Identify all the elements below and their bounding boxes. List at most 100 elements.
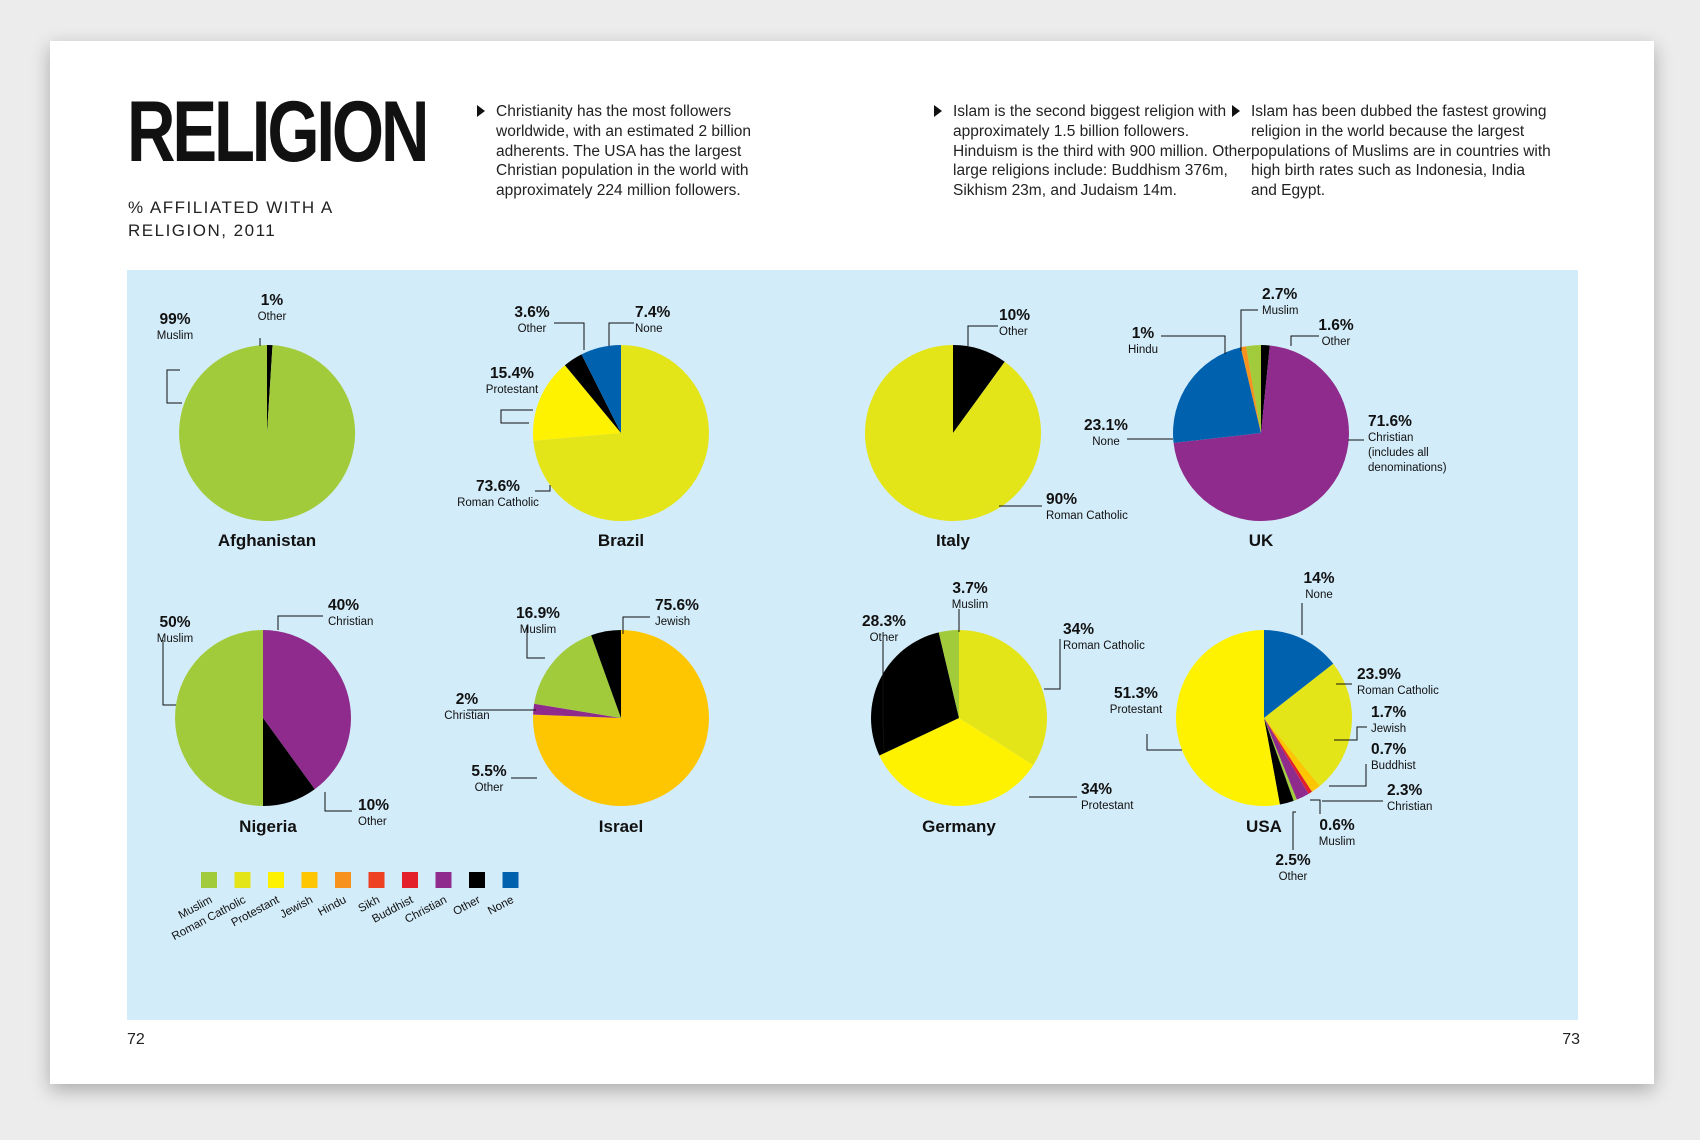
value-label-usa-roman-catholic: 23.9% xyxy=(1357,666,1401,683)
value-label-nigeria-other: 10% xyxy=(358,797,389,814)
pie-title-italy: Italy xyxy=(936,531,971,550)
slice-uk-none xyxy=(1172,347,1261,443)
leader-usa-other xyxy=(1292,811,1296,850)
slice-brazil-roman-catholic xyxy=(533,345,709,521)
category-label-uk-christian: Christian (includes all denominations) xyxy=(1368,432,1447,474)
leader-usa-muslim xyxy=(1310,799,1321,814)
leader-usa-buddhist xyxy=(1329,764,1367,787)
legend-swatch-jewish xyxy=(301,872,318,888)
pie-title-nigeria: Nigeria xyxy=(239,817,297,836)
slice-italy-roman-catholic xyxy=(865,345,1042,521)
category-label-germany-roman-catholic: Roman Catholic xyxy=(1063,640,1145,652)
fact-note-growth: Islam has been dubbed the fastest growin… xyxy=(1232,102,1551,201)
category-label-usa-jewish: Jewish xyxy=(1371,723,1406,735)
legend-swatch-none xyxy=(502,872,519,888)
slice-nigeria-muslim xyxy=(175,630,263,806)
pie-usa: USA 14% None 23.9% Roman Catholic 1.7% Jewish 0… xyxy=(1110,570,1439,883)
legend-swatch-buddhist xyxy=(402,872,418,888)
pie-title-israel: Israel xyxy=(599,817,643,836)
slice-nigeria-other xyxy=(263,718,315,806)
slice-brazil-other xyxy=(564,354,621,433)
value-label-brazil-roman-catholic: 73.6% xyxy=(476,478,520,495)
category-label-italy-roman-catholic: Roman Catholic xyxy=(1046,510,1128,522)
slice-afghanistan-other xyxy=(267,344,273,433)
leader-brazil-other xyxy=(554,322,585,350)
chart-panel: Afghanistan 1% Other 99% Muslim Brazil 73.6% Ro… xyxy=(127,270,1578,1020)
category-label-afghanistan-other: Other xyxy=(258,311,287,323)
pie-afghanistan: Afghanistan 1% Other 99% Muslim xyxy=(157,292,356,550)
slice-usa-roman-catholic xyxy=(1264,663,1353,787)
leader-uk-other xyxy=(1290,335,1319,346)
category-label-brazil-roman-catholic: Roman Catholic xyxy=(457,497,539,509)
legend-swatch-sikh xyxy=(368,872,385,888)
slice-uk-hindu xyxy=(1240,346,1261,433)
legend-swatch-protestant xyxy=(268,872,284,888)
pie-brazil: Brazil 73.6% Roman Catholic 15.4% Protestant… xyxy=(457,304,709,550)
value-label-israel-jewish: 75.6% xyxy=(655,597,699,614)
slice-israel-christian xyxy=(533,703,621,718)
category-label-israel-christian: Christian xyxy=(444,710,489,722)
slice-israel-muslim xyxy=(534,635,621,718)
value-label-brazil-other: 3.6% xyxy=(514,304,550,321)
leader-israel-muslim xyxy=(526,625,545,659)
slice-usa-muslim xyxy=(1264,718,1297,801)
slice-usa-protestant xyxy=(1176,630,1280,806)
leader-usa-protestant xyxy=(1146,734,1182,751)
slice-germany-roman-catholic xyxy=(959,630,1047,766)
value-label-uk-muslim: 2.7% xyxy=(1262,286,1298,303)
category-label-israel-jewish: Jewish xyxy=(655,616,690,628)
value-label-uk-none: 23.1% xyxy=(1084,417,1128,434)
category-label-brazil-other: Other xyxy=(518,323,547,335)
category-label-usa-buddhist: Buddhist xyxy=(1371,760,1417,772)
category-label-brazil-protestant: Protestant xyxy=(486,384,539,396)
leader-brazil-protestant xyxy=(500,409,533,424)
slice-italy-other xyxy=(953,345,1005,433)
category-label-nigeria-muslim: Muslim xyxy=(157,633,193,645)
value-label-brazil-none: 7.4% xyxy=(635,304,671,321)
value-label-nigeria-christian: 40% xyxy=(328,597,359,614)
value-label-uk-christian: 71.6% xyxy=(1368,413,1412,430)
leader-brazil-roman-catholic xyxy=(535,485,551,492)
category-label-uk-none: None xyxy=(1092,436,1120,448)
pie-title-brazil: Brazil xyxy=(598,531,644,550)
pie-nigeria: Nigeria 40% Christian 10% Other 50% Muslim xyxy=(157,597,389,836)
pie-charts: Afghanistan 1% Other 99% Muslim Brazil 73.6% Ro… xyxy=(157,286,1447,943)
fact-note-christianity: Christianity has the most followers worl… xyxy=(477,102,796,201)
slice-germany-muslim xyxy=(938,630,959,718)
value-label-usa-buddhist: 0.7% xyxy=(1371,741,1407,758)
category-label-usa-none: None xyxy=(1305,589,1333,601)
legend-label-other: Other xyxy=(451,894,482,918)
value-label-usa-jewish: 1.7% xyxy=(1371,704,1407,721)
magazine-spread: RELIGION % AFFILIATED WITH A RELIGION, 2… xyxy=(50,41,1654,1084)
value-label-usa-muslim: 0.6% xyxy=(1319,817,1355,834)
value-label-israel-christian: 2% xyxy=(456,691,479,708)
leader-nigeria-muslim xyxy=(162,640,176,706)
value-label-germany-roman-catholic: 34% xyxy=(1063,621,1094,638)
value-label-israel-muslim: 16.9% xyxy=(516,605,560,622)
leader-germany-roman-catholic xyxy=(1044,639,1061,690)
legend-swatch-muslim xyxy=(201,872,217,888)
value-label-germany-muslim: 3.7% xyxy=(952,580,988,597)
slice-usa-buddhist xyxy=(1264,718,1312,794)
category-label-afghanistan-muslim: Muslim xyxy=(157,330,193,342)
value-label-uk-other: 1.6% xyxy=(1318,317,1354,334)
slice-israel-other xyxy=(591,630,621,718)
legend-label-jewish: Jewish xyxy=(278,894,315,921)
slice-afghanistan-muslim xyxy=(179,345,356,521)
leader-usa-jewish xyxy=(1334,726,1367,741)
value-label-afghanistan-other: 1% xyxy=(261,292,284,309)
slice-usa-jewish xyxy=(1264,718,1320,792)
legend-swatch-hindu xyxy=(335,872,351,888)
slice-usa-christian xyxy=(1264,718,1309,800)
page-subtitle: % AFFILIATED WITH A RELIGION, 2011 xyxy=(128,198,333,240)
value-label-israel-other: 5.5% xyxy=(471,763,507,780)
category-label-germany-muslim: Muslim xyxy=(952,599,988,611)
leader-uk-muslim xyxy=(1240,309,1258,351)
category-label-germany-other: Other xyxy=(870,632,899,644)
slice-germany-other xyxy=(871,632,959,756)
slice-uk-other xyxy=(1261,345,1270,433)
slice-nigeria-christian xyxy=(263,630,352,790)
category-label-germany-protestant: Protestant xyxy=(1081,800,1134,812)
leader-uk-hindu xyxy=(1161,335,1226,354)
